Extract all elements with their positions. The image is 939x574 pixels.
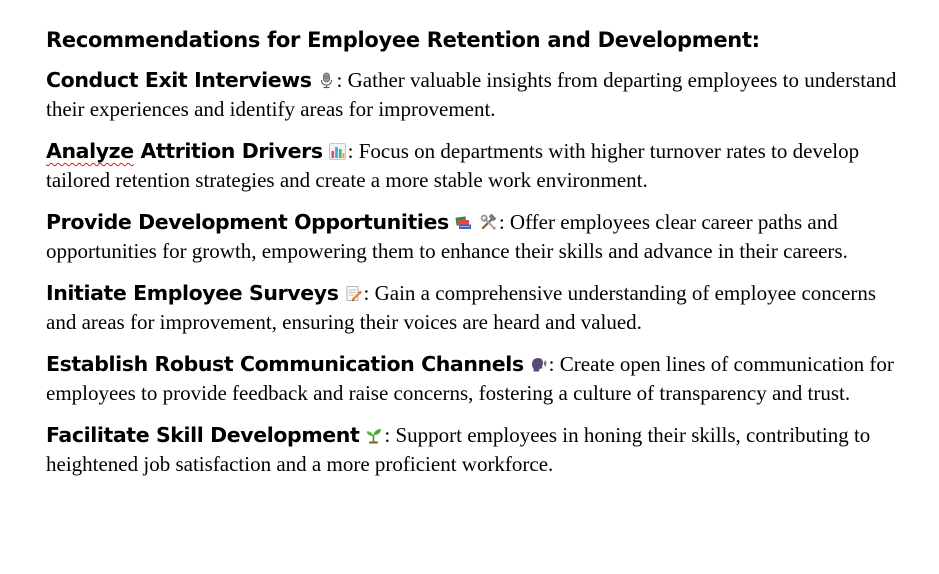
separator-colon: :	[347, 139, 354, 163]
recommendation-heading: Establish Robust Communication Channels	[46, 352, 524, 376]
memo-icon	[345, 285, 362, 302]
recommendation-skill-development: Facilitate Skill Development: Support em…	[46, 421, 906, 478]
separator-colon: :	[498, 210, 505, 234]
recommendation-text: Gain a comprehensive understanding of em…	[46, 281, 877, 334]
seedling-icon	[365, 427, 382, 444]
recommendation-attrition-drivers: Analyze Attrition Drivers: Focus on depa…	[46, 137, 906, 194]
recommendation-heading: Analyze Attrition Drivers	[46, 139, 323, 163]
recommendation-heading-rest: Attrition Drivers	[133, 139, 323, 163]
recommendation-employee-surveys: Initiate Employee Surveys: Gain a compre…	[46, 279, 906, 336]
recommendation-exit-interviews: Conduct Exit Interviews: Gather valuable…	[46, 66, 906, 123]
speaking-head-icon	[530, 356, 547, 373]
books-icon	[455, 214, 472, 231]
recommendation-heading: Initiate Employee Surveys	[46, 281, 339, 305]
document-title: Recommendations for Employee Retention a…	[46, 28, 760, 52]
separator-colon: :	[336, 68, 343, 92]
recommendation-text: Focus on departments with higher turnove…	[46, 139, 860, 192]
separator-colon: :	[384, 423, 391, 447]
recommendation-text: Support employees in honing their skills…	[46, 423, 871, 476]
recommendation-heading: Facilitate Skill Development	[46, 423, 360, 447]
separator-colon: :	[363, 281, 370, 305]
recommendation-text: Create open lines of communication for e…	[46, 352, 894, 405]
microphone-icon	[318, 72, 335, 89]
recommendation-text: Offer employees clear career paths and o…	[46, 210, 848, 263]
bar-chart-icon	[328, 143, 346, 160]
recommendation-communication-channels: Establish Robust Communication Channels:…	[46, 350, 906, 407]
hammer-and-wrench-icon	[480, 214, 497, 231]
recommendation-heading: Provide Development Opportunities	[46, 210, 449, 234]
recommendation-text: Gather valuable insights from departing …	[46, 68, 897, 121]
recommendation-heading: Conduct Exit Interviews	[46, 68, 312, 92]
spellcheck-flagged-word[interactable]: Analyze	[46, 139, 134, 163]
recommendation-development-opportunities: Provide Development Opportunities: Offer…	[46, 208, 906, 265]
document-body: Recommendations for Employee Retention a…	[46, 26, 906, 492]
separator-colon: :	[548, 352, 555, 376]
